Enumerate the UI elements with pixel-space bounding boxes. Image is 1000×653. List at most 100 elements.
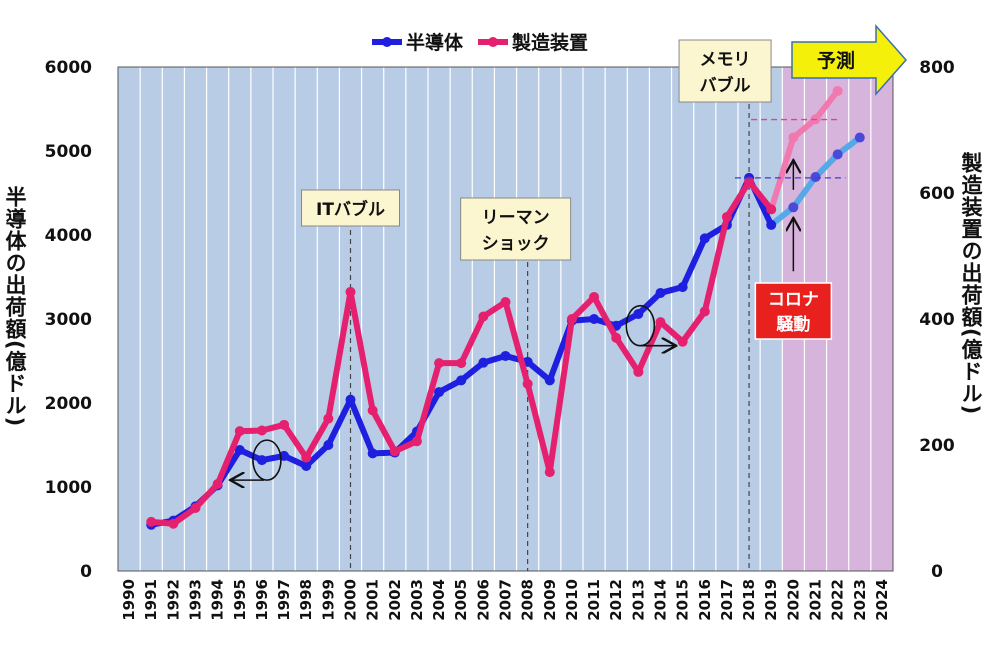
x-tick-label: 1995 xyxy=(231,579,249,621)
series-semiconductor-point xyxy=(655,287,666,298)
series-semiconductor-point xyxy=(345,394,356,405)
x-tick-label: 2006 xyxy=(474,579,492,621)
x-tick-label: 2002 xyxy=(386,579,404,621)
legend-label-equipment: 製造装置 xyxy=(511,31,588,54)
series-equipment-point xyxy=(456,358,467,369)
it-bubble-callout-box xyxy=(301,189,400,227)
x-tick-label: 2003 xyxy=(408,579,426,621)
lehman-callout-text: ショック xyxy=(482,234,550,254)
series-semiconductor-point xyxy=(323,440,334,450)
series-equipment-point xyxy=(500,296,511,307)
x-tick-label: 2010 xyxy=(563,579,581,621)
series-equipment-point xyxy=(611,332,622,343)
series-semiconductor-point xyxy=(256,455,267,466)
series-equipment-point xyxy=(566,314,577,324)
series-equipment-point xyxy=(699,306,710,317)
x-tick-label: 2012 xyxy=(607,579,625,621)
memory-bubble-callout-box xyxy=(678,39,772,103)
series-semiconductor-point xyxy=(589,314,600,324)
it-bubble-callout-text: ITバブル xyxy=(316,199,385,220)
x-tick-label: 1993 xyxy=(187,579,205,621)
legend-swatch-marker xyxy=(382,37,392,47)
x-tick-label: 1992 xyxy=(164,579,182,621)
plot-border xyxy=(117,66,894,572)
y-tick-label-left: 5000 xyxy=(45,142,92,162)
x-tick-label: 2024 xyxy=(873,579,891,621)
y-tick-label-right: 800 xyxy=(919,58,955,78)
x-tick-label: 2017 xyxy=(718,579,736,621)
x-tick-label: 2005 xyxy=(452,579,470,621)
y-tick-label-left: 6000 xyxy=(45,58,92,78)
series-equipment-point xyxy=(212,479,223,490)
x-tick-label: 2022 xyxy=(829,579,847,621)
x-tick-label: 2020 xyxy=(784,579,802,621)
x-tick-label: 1991 xyxy=(142,579,160,621)
series-equipment-point xyxy=(434,358,445,369)
x-tick-label: 2021 xyxy=(807,579,825,621)
x-tick-label: 2016 xyxy=(696,579,714,621)
series-equipment-forecast-point xyxy=(832,85,843,96)
y-tick-label-right: 0 xyxy=(931,562,943,582)
x-tick-label: 2009 xyxy=(541,579,559,621)
memory-bubble-callout-text: メモリ xyxy=(700,50,751,70)
forecast-label: 予測 xyxy=(817,49,855,72)
y-tick-label-left: 3000 xyxy=(45,310,92,330)
series-equipment-point xyxy=(190,503,201,513)
axis-hint-circle-left xyxy=(252,439,282,481)
series-semiconductor-point xyxy=(234,445,245,456)
forecast-arrow-banner xyxy=(791,24,908,96)
series-equipment-point xyxy=(323,413,334,424)
y-tick-label-left: 4000 xyxy=(45,226,92,246)
x-tick-label: 2023 xyxy=(851,579,869,621)
series-semiconductor-point xyxy=(434,387,445,398)
x-tick-label: 2015 xyxy=(674,579,692,621)
series-equipment-point xyxy=(279,419,290,430)
series-equipment-point xyxy=(522,378,533,389)
series-semiconductor-point xyxy=(699,233,710,244)
series-equipment-point xyxy=(256,425,267,436)
lehman-callout-box xyxy=(460,197,572,261)
x-tick-label: 2007 xyxy=(497,579,515,621)
series-semiconductor-forecast-point xyxy=(854,132,865,143)
series-equipment-point xyxy=(234,426,245,437)
x-tick-label: 2001 xyxy=(364,579,382,621)
corona-callout-text: 騒動 xyxy=(776,314,810,335)
x-tick-label: 2011 xyxy=(585,579,603,621)
series-equipment-point xyxy=(655,317,666,328)
series-equipment-point xyxy=(301,452,312,463)
series-equipment-point xyxy=(345,286,356,297)
x-tick-label: 2014 xyxy=(652,579,670,621)
series-equipment-point xyxy=(633,366,644,377)
y-axis-title-left: 半導体の出荷額(億ドル) xyxy=(3,186,27,428)
series-semiconductor-point xyxy=(500,350,511,361)
series-semiconductor-point xyxy=(301,461,312,471)
x-tick-label: 1997 xyxy=(275,579,293,621)
y-tick-label-left: 0 xyxy=(80,562,92,582)
x-tick-label: 1990 xyxy=(120,579,138,621)
x-tick-label: 2018 xyxy=(740,579,758,621)
corona-callout-text: コロナ xyxy=(768,290,819,310)
y-tick-label-right: 600 xyxy=(919,184,955,204)
legend-swatch-marker xyxy=(488,37,498,47)
series-semiconductor-point xyxy=(633,308,644,319)
series-equipment-point xyxy=(744,176,755,187)
series-semiconductor-point xyxy=(456,375,467,386)
series-semiconductor-forecast-point xyxy=(832,149,843,160)
series-equipment-point xyxy=(589,291,600,302)
y-tick-label-left: 2000 xyxy=(45,394,92,414)
series-equipment-point xyxy=(478,311,489,322)
x-tick-label: 1999 xyxy=(319,579,337,621)
series-equipment-forecast-point xyxy=(788,132,799,143)
series-semiconductor-point xyxy=(367,448,378,459)
x-tick-label: 2008 xyxy=(519,579,537,621)
series-equipment-point xyxy=(677,336,688,347)
series-equipment-point xyxy=(367,405,378,416)
y-tick-label-left: 1000 xyxy=(45,478,92,498)
series-equipment-point xyxy=(721,211,732,222)
y-tick-label-right: 200 xyxy=(919,436,955,456)
x-tick-label: 2013 xyxy=(629,579,647,621)
legend-label-semiconductor: 半導体 xyxy=(406,31,464,54)
lehman-callout-text: リーマン xyxy=(482,208,550,228)
series-semiconductor-forecast-point xyxy=(788,202,799,213)
